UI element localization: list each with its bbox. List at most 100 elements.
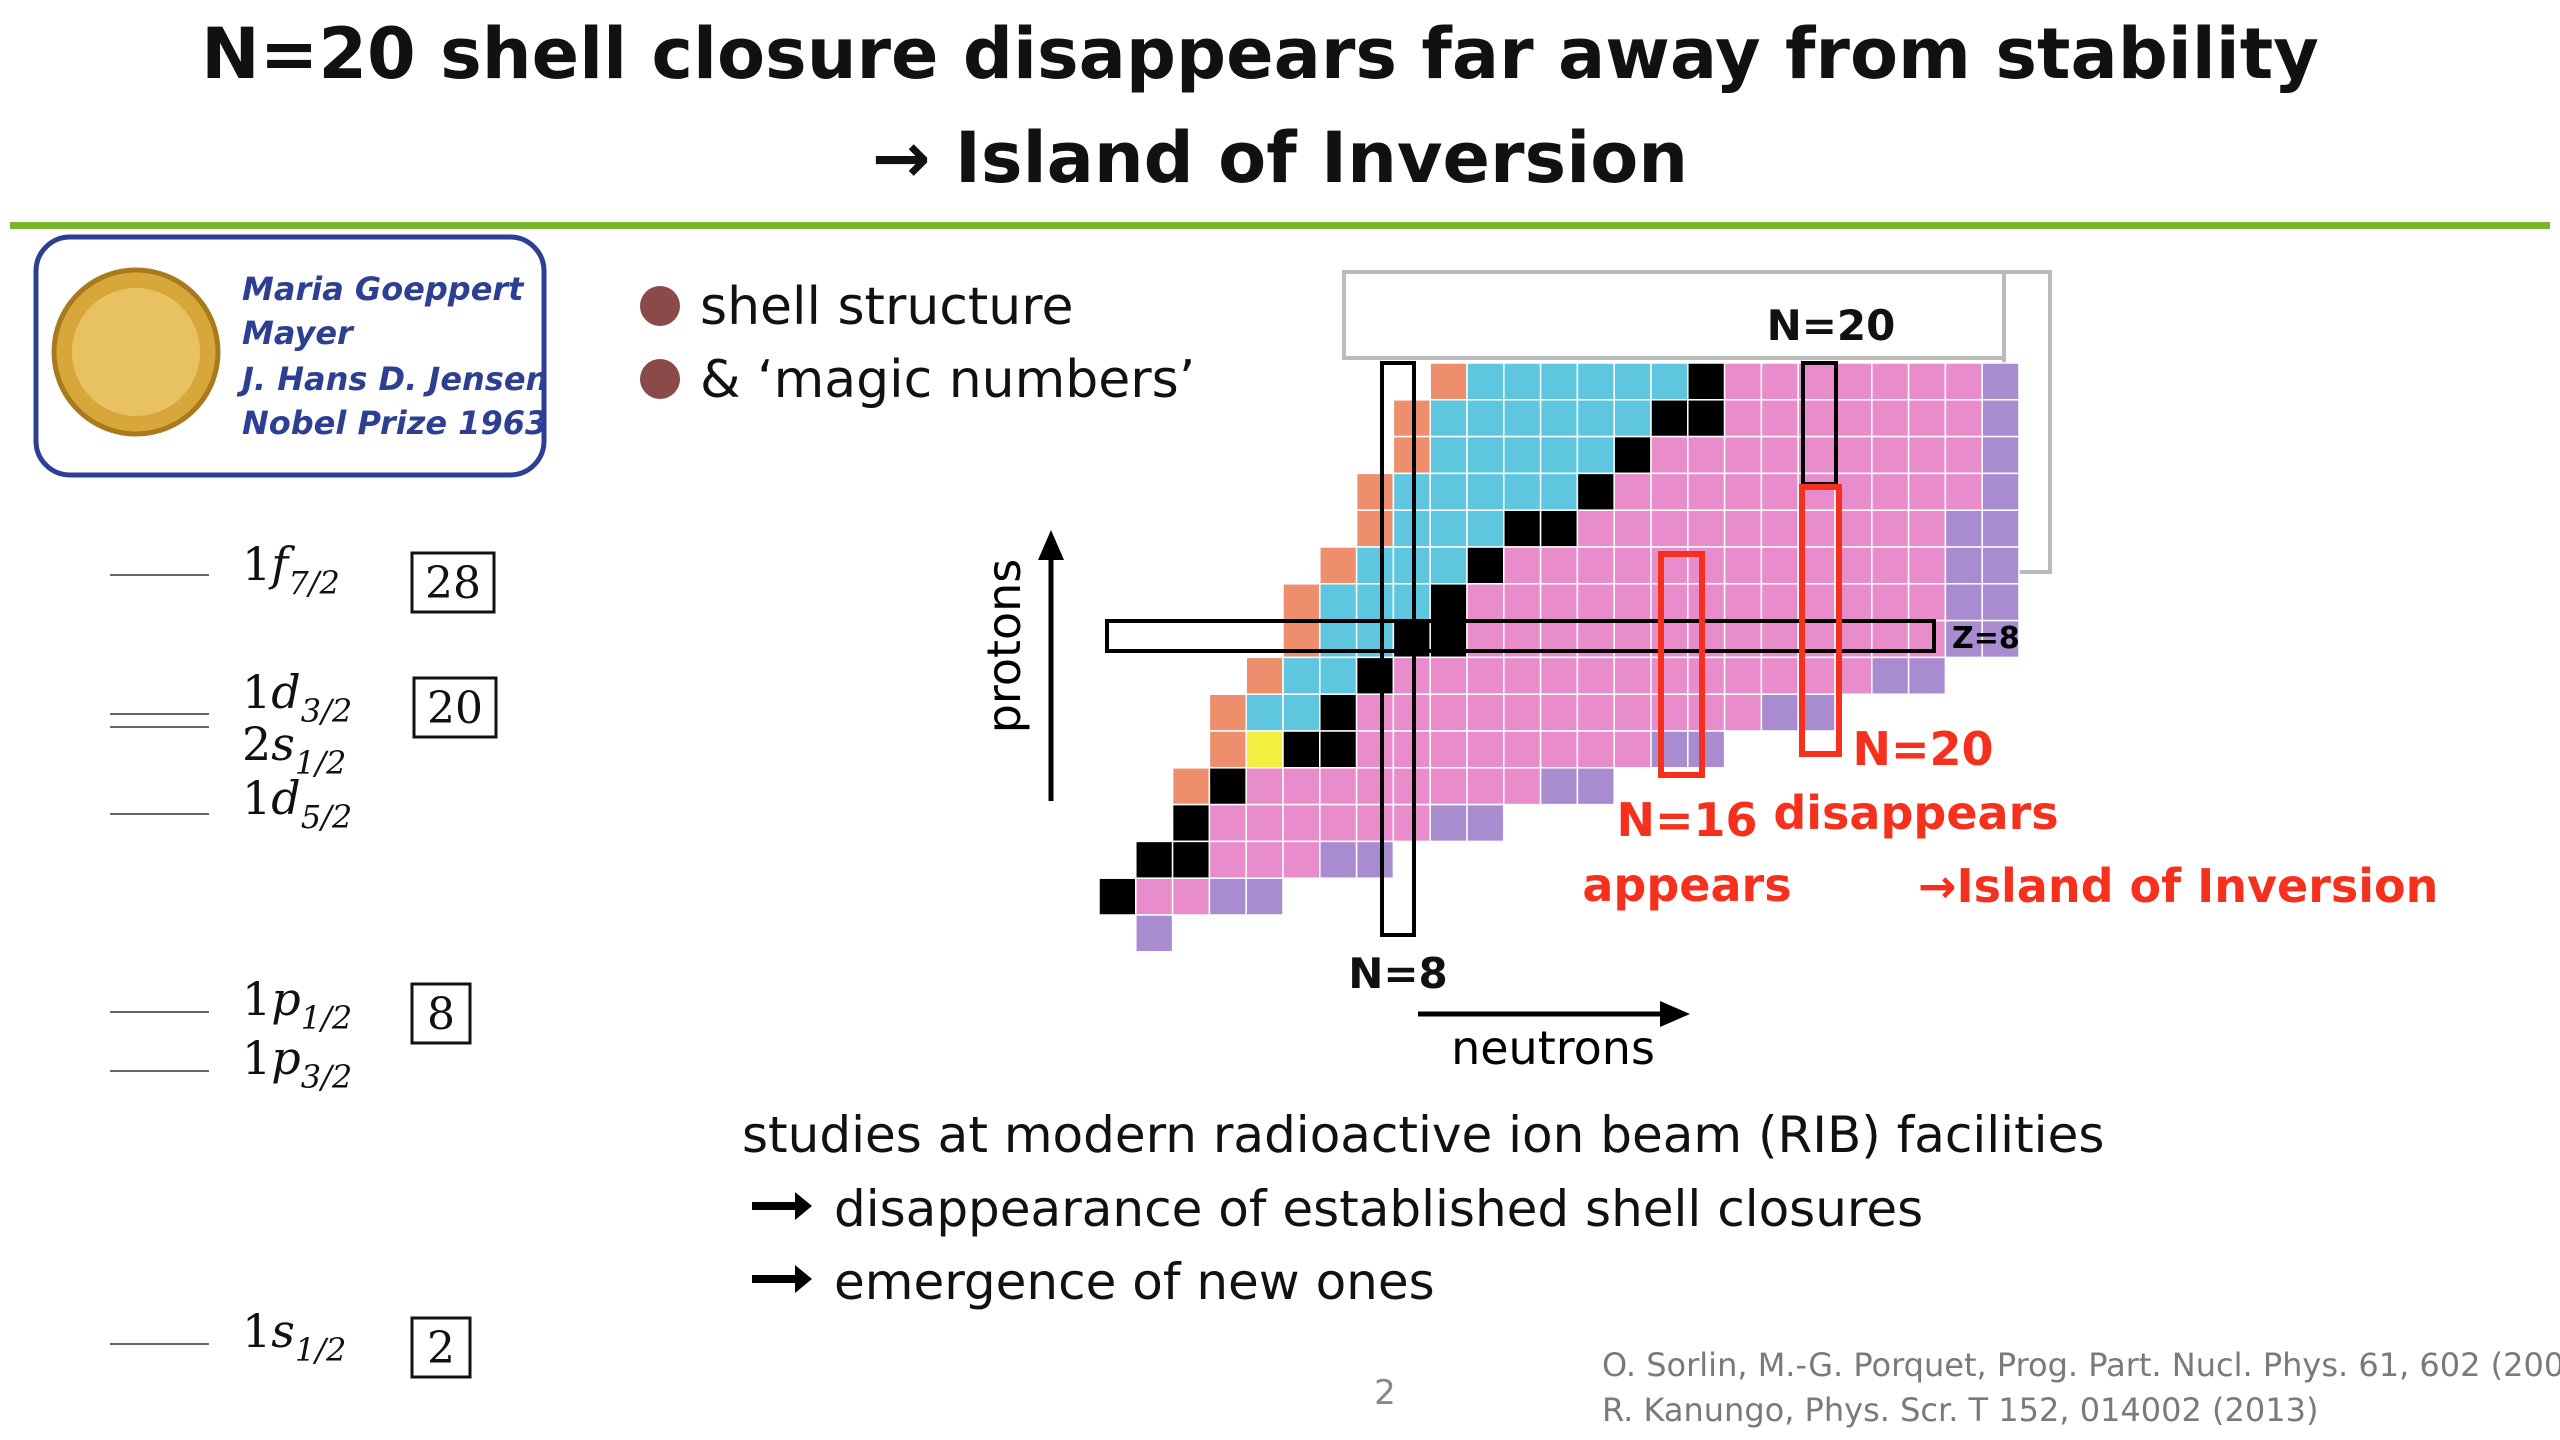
medal-inner: [72, 288, 200, 416]
arrow-head: [1660, 1001, 1690, 1027]
nuclide-cell: [1466, 693, 1505, 732]
nuclide-cell: [1613, 730, 1652, 769]
nuclide-cell: [1907, 656, 1947, 695]
nuclide-cell: [1466, 362, 1505, 401]
nuclide-cell: [1392, 767, 1431, 806]
nuclide-cell: [1171, 877, 1211, 916]
level-label: 1d5/2: [242, 771, 352, 836]
nuclide-cell: [1429, 767, 1468, 806]
nuclide-chart: [1098, 362, 2020, 953]
level-n: 2: [242, 717, 271, 771]
label: Z=8: [1952, 621, 2020, 656]
nuclide-cell: [1613, 472, 1652, 511]
nuclide-cell: [1355, 803, 1395, 843]
nuclide-cell: [1319, 546, 1358, 585]
nuclide-cell: [1650, 583, 1689, 622]
nuclide-cell: [1613, 362, 1652, 401]
nuclide-cell: [1208, 840, 1247, 879]
level-label: 1s1/2: [242, 1304, 346, 1369]
nuclide-cell: [1613, 583, 1652, 622]
nuclide-cell: [1392, 509, 1431, 548]
nuclide-cell: [1355, 546, 1395, 585]
nuclide-cell: [1650, 509, 1689, 548]
nuclide-cell: [1135, 840, 1174, 879]
nuclide-cell: [1944, 362, 1983, 401]
z8-box: [1105, 619, 1936, 653]
nuclide-cell: [1944, 546, 1983, 585]
nuclide-cell: [1503, 509, 1542, 548]
nuclide-cell: [1466, 435, 1505, 475]
nuclide-cell: [1613, 693, 1652, 732]
n16-red-box: [1658, 551, 1705, 778]
nuclide-cell: [1245, 656, 1284, 695]
nuclide-cell: [1319, 693, 1358, 732]
level-l: s: [271, 717, 295, 771]
bullet-dot: [640, 359, 680, 399]
nuclide-cell: [1466, 803, 1505, 843]
level-j: 7/2: [288, 564, 340, 602]
reference: O. Sorlin, M.-G. Porquet, Prog. Part. Nu…: [1602, 1346, 2560, 1384]
nuclide-cell: [1723, 656, 1763, 695]
nuclide-cell: [1687, 509, 1726, 548]
nobel-text: Nobel Prize 1963: [242, 404, 547, 442]
magic-box: [410, 1316, 472, 1379]
nuclide-cell: [1576, 730, 1615, 769]
nuclide-cell: [1319, 583, 1358, 622]
nuclide-cell: [1871, 472, 1910, 511]
nobel-text: Mayer: [242, 314, 355, 352]
nuclide-cell: [1944, 583, 1983, 622]
level-j: 1/2: [295, 744, 347, 782]
nuclide-cell: [1687, 583, 1726, 622]
nuclide-cell: [1871, 583, 1910, 622]
nuclide-cell: [1282, 693, 1321, 732]
bullet-text: & ‘magic numbers’: [700, 350, 1195, 410]
nuclide-cell: [1503, 693, 1542, 732]
bullet-dot: [640, 286, 680, 326]
nuclide-cell: [1392, 472, 1431, 511]
nuclide-cell: [1429, 803, 1468, 843]
nuclide-cell: [1907, 583, 1947, 622]
nuclide-cell: [1392, 693, 1431, 732]
nuclide-cell: [1687, 730, 1726, 769]
nuclide-cell: [1429, 435, 1468, 475]
magic-number: 28: [425, 558, 481, 609]
nuclide-cell: [1944, 435, 1983, 475]
bullet-text: shell structure: [700, 277, 1073, 337]
nobel-text: J. Hans D. Jensen: [236, 360, 548, 398]
nuclide-cell: [1760, 546, 1799, 585]
nuclide-cell: [1466, 583, 1505, 622]
nuclide-cell: [1503, 362, 1542, 401]
nuclide-cell: [1944, 509, 1983, 548]
frame: [1342, 270, 2006, 360]
nuclide-cell: [1319, 656, 1358, 695]
nuclide-cell: [1650, 435, 1689, 475]
nuclide-cell: [1282, 583, 1321, 622]
nuclide-cell: [1613, 546, 1652, 585]
nuclide-cell: [1871, 435, 1910, 475]
nuclide-cell: [1429, 362, 1468, 401]
nuclide-cell: [1282, 656, 1321, 695]
divider: [10, 222, 2550, 229]
nuclide-cell: [1760, 399, 1799, 438]
axis-label: protons: [977, 559, 1031, 734]
nuclide-cell: [1429, 509, 1468, 548]
level-j: 1/2: [295, 1331, 347, 1369]
nuclide-cell: [1871, 399, 1910, 438]
nuclide-cell: [1687, 435, 1726, 475]
nuclide-cell: [1613, 656, 1652, 695]
level-j: 5/2: [301, 798, 353, 836]
nuclide-cell: [1539, 656, 1579, 695]
nuclide-cell: [1981, 509, 2020, 548]
nuclide-cell: [1171, 840, 1211, 879]
title-line: N=20 shell closure disappears far away f…: [201, 13, 2319, 95]
level-l: p: [271, 1031, 300, 1085]
arrow-bullet: [752, 1265, 812, 1293]
nuclide-cell: [1834, 399, 1873, 438]
nuclide-cell: [1319, 803, 1358, 843]
nuclide-cell: [1539, 435, 1579, 475]
nuclide-cell: [1135, 877, 1174, 916]
nuclide-cell: [1650, 693, 1689, 732]
nuclide-cell: [1576, 435, 1615, 475]
nuclide-cell: [1355, 730, 1395, 769]
